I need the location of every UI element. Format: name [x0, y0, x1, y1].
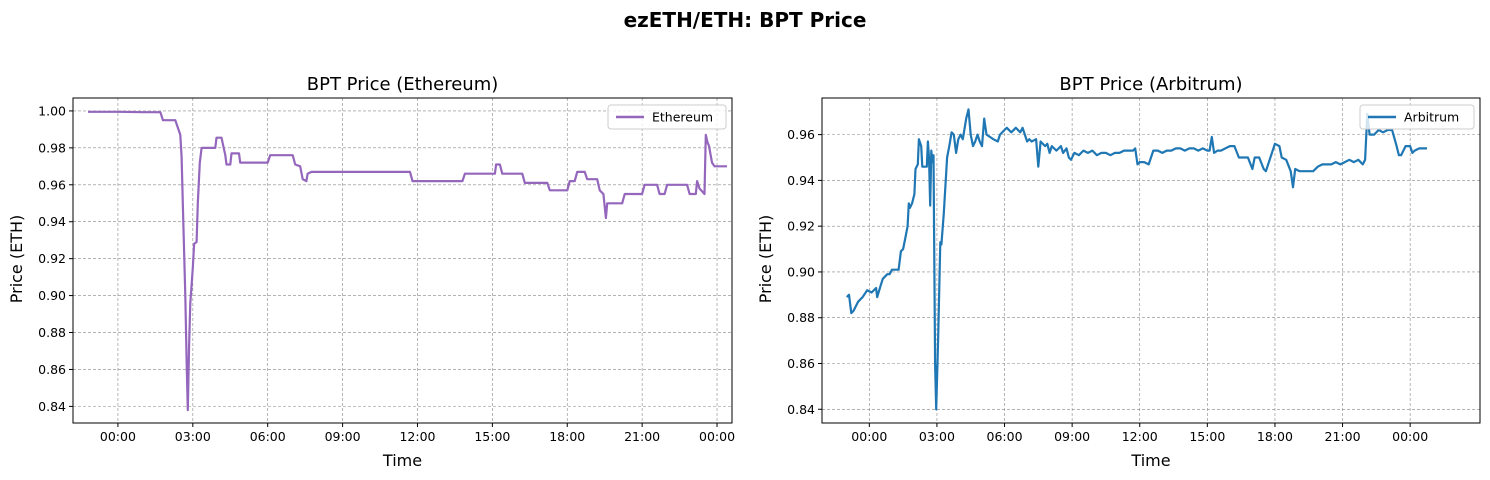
y-ticks-arbitrum: 0.84 0.86 0.88 0.90 0.92 0.94 0.96	[787, 127, 822, 417]
figure-title: ezETH/ETH: BPT Price	[624, 8, 867, 32]
legend-label-arbitrum: Arbitrum	[1404, 110, 1459, 125]
legend-box-ethereum	[607, 104, 727, 130]
gridlines-arbitrum	[822, 98, 1480, 423]
y-tick-label-arbitrum: 0.92	[787, 219, 815, 234]
x-tick-label-arbitrum: 12:00	[1122, 429, 1158, 444]
x-tick-label-arbitrum: 15:00	[1189, 429, 1225, 444]
x-tick-label-ethereum: 12:00	[399, 429, 435, 444]
legend-ethereum: Ethereum	[607, 104, 727, 130]
chart-arbitrum: BPT Price (Arbitrum) Time Price (ETH) 00…	[756, 74, 1481, 470]
y-ticks-ethereum: 0.84 0.86 0.88 0.90 0.92 0.94 0.96 0.98 1.00	[38, 103, 73, 414]
y-tick-label-arbitrum: 0.84	[787, 402, 815, 417]
series-line-ethereum	[88, 110, 727, 412]
y-tick-label-arbitrum: 0.90	[787, 264, 815, 279]
x-tick-label-ethereum: 18:00	[549, 429, 585, 444]
legend-box-arbitrum	[1359, 104, 1475, 130]
x-axis-label-arbitrum: Time	[1130, 451, 1170, 470]
x-tick-label-ethereum: 00:00	[100, 429, 136, 444]
x-tick-label-arbitrum: 03:00	[919, 429, 955, 444]
chart-ethereum: BPT Price (Ethereum) Time Price (ETH) 00…	[7, 74, 735, 470]
x-tick-label-arbitrum: 06:00	[987, 429, 1023, 444]
y-tick-label-ethereum: 0.96	[38, 177, 66, 192]
y-tick-label-ethereum: 0.86	[38, 362, 66, 377]
x-tick-label-arbitrum: 00:00	[1392, 429, 1428, 444]
gridlines-ethereum	[73, 98, 732, 423]
x-tick-label-ethereum: 15:00	[474, 429, 510, 444]
x-axis-label-ethereum: Time	[382, 451, 422, 470]
y-tick-label-ethereum: 0.94	[38, 214, 66, 229]
chart-title-ethereum: BPT Price (Ethereum)	[307, 74, 499, 95]
y-tick-label-arbitrum: 0.94	[787, 173, 815, 188]
x-tick-label-arbitrum: 00:00	[851, 429, 887, 444]
y-tick-label-ethereum: 0.92	[38, 251, 66, 266]
y-tick-label-ethereum: 0.98	[38, 140, 66, 155]
x-ticks-ethereum: 00:00 03:00 06:00 09:00 12:00 15:00 18:00 21:00…	[100, 423, 735, 444]
series-arbitrum	[846, 108, 1427, 411]
x-tick-label-ethereum: 03:00	[175, 429, 211, 444]
y-tick-label-ethereum: 0.90	[38, 288, 66, 303]
plot-area-ethereum	[72, 97, 733, 424]
x-tick-label-ethereum: 21:00	[624, 429, 660, 444]
y-axis-label-ethereum: Price (ETH)	[7, 215, 26, 304]
x-tick-label-arbitrum: 21:00	[1325, 429, 1361, 444]
y-tick-label-arbitrum: 0.96	[787, 127, 815, 142]
y-axis-label-arbitrum: Price (ETH)	[756, 215, 775, 304]
plot-area-arbitrum	[821, 97, 1481, 424]
y-tick-label-ethereum: 0.88	[38, 325, 66, 340]
legend-label-ethereum: Ethereum	[652, 110, 713, 125]
series-line-arbitrum	[846, 108, 1427, 411]
x-ticks-arbitrum: 00:00 03:00 06:00 09:00 12:00 15:00 18:00 21:00…	[851, 423, 1428, 444]
x-tick-label-arbitrum: 09:00	[1054, 429, 1090, 444]
x-tick-label-ethereum: 09:00	[325, 429, 361, 444]
x-tick-label-ethereum: 00:00	[699, 429, 735, 444]
y-tick-label-ethereum: 0.84	[38, 399, 66, 414]
y-tick-label-arbitrum: 0.88	[787, 310, 815, 325]
chart-title-arbitrum: BPT Price (Arbitrum)	[1059, 74, 1242, 95]
x-tick-label-arbitrum: 18:00	[1257, 429, 1293, 444]
y-tick-label-arbitrum: 0.86	[787, 356, 815, 371]
y-tick-label-ethereum: 1.00	[38, 103, 66, 118]
x-tick-label-ethereum: 06:00	[250, 429, 286, 444]
legend-arbitrum: Arbitrum	[1359, 104, 1475, 130]
series-ethereum	[88, 110, 727, 412]
